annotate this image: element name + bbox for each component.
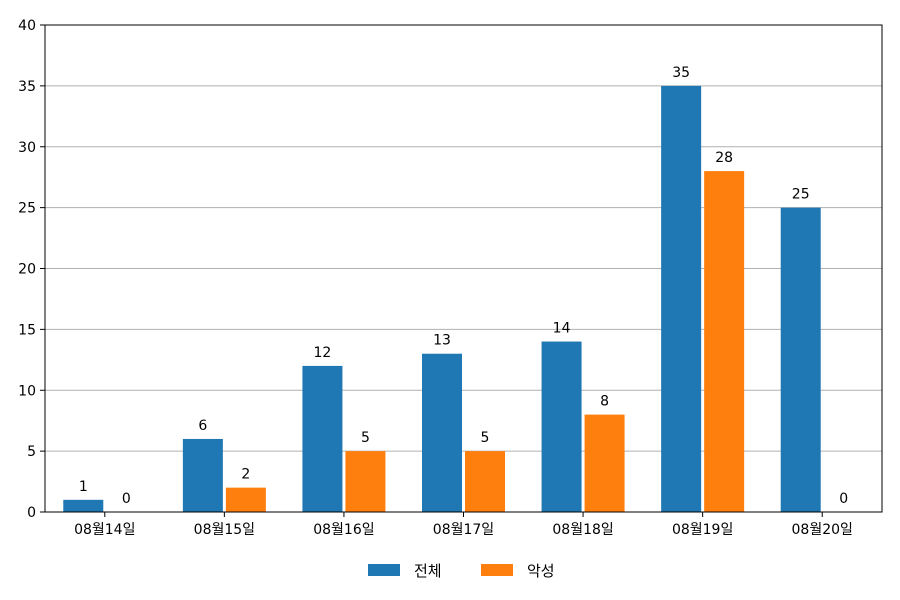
y-tick-label: 10: [18, 383, 36, 399]
bar-total: [182, 438, 223, 512]
y-tick-label: 5: [27, 444, 36, 460]
data-label: 2: [241, 467, 250, 483]
data-label: 6: [198, 418, 207, 434]
y-tick-label: 30: [18, 140, 36, 156]
x-tick-label: 08월14일: [74, 522, 135, 538]
data-label: 28: [715, 150, 733, 166]
y-tick-label: 35: [18, 79, 36, 95]
data-label: 8: [600, 394, 609, 410]
data-label: 5: [361, 430, 370, 446]
legend: 전체 악성: [368, 562, 555, 580]
y-tick-label: 40: [18, 18, 36, 34]
y-tick-label: 0: [27, 505, 36, 521]
bar-malicious: [225, 487, 266, 512]
bar-malicious: [345, 451, 386, 512]
y-tick-label: 20: [18, 262, 36, 278]
y-tick-label: 25: [18, 201, 36, 217]
x-tick-label: 08월16일: [313, 522, 374, 538]
data-label: 0: [122, 491, 131, 507]
bar-malicious: [704, 171, 745, 512]
bar-total: [422, 353, 462, 512]
y-tick-label: 15: [18, 322, 36, 338]
x-tick-label: 08월20일: [792, 522, 853, 538]
data-label: 12: [314, 345, 332, 361]
data-label: 5: [481, 430, 490, 446]
legend-swatch: [368, 564, 400, 576]
data-label: 0: [839, 491, 848, 507]
grid-lines: [45, 85, 882, 452]
bar-total: [661, 85, 702, 512]
x-tick-label: 08월19일: [672, 522, 733, 538]
bar-malicious: [584, 414, 625, 512]
data-label: 25: [792, 187, 810, 203]
x-axis: 08월14일 08월15일 08월16일 08월17일 08월18일 08월19일 08월2…: [74, 512, 853, 538]
bars: [63, 85, 821, 512]
bar-total: [63, 499, 104, 512]
x-tick-label: 08월15일: [194, 522, 255, 538]
data-label: 35: [672, 65, 690, 81]
data-label: 13: [433, 333, 451, 349]
y-axis: 0 5 10 15 20 25 30 35 40: [18, 18, 45, 521]
legend-label: 전체: [414, 562, 442, 580]
bar-total: [541, 341, 582, 512]
bar-malicious: [465, 451, 505, 512]
bar-total: [302, 365, 343, 512]
data-label: 1: [79, 479, 88, 495]
bar-total: [780, 207, 821, 512]
x-tick-label: 08월18일: [552, 522, 613, 538]
x-tick-label: 08월17일: [433, 522, 494, 538]
legend-swatch: [481, 564, 513, 576]
data-label: 14: [553, 321, 571, 337]
legend-label: 악성: [527, 562, 555, 580]
